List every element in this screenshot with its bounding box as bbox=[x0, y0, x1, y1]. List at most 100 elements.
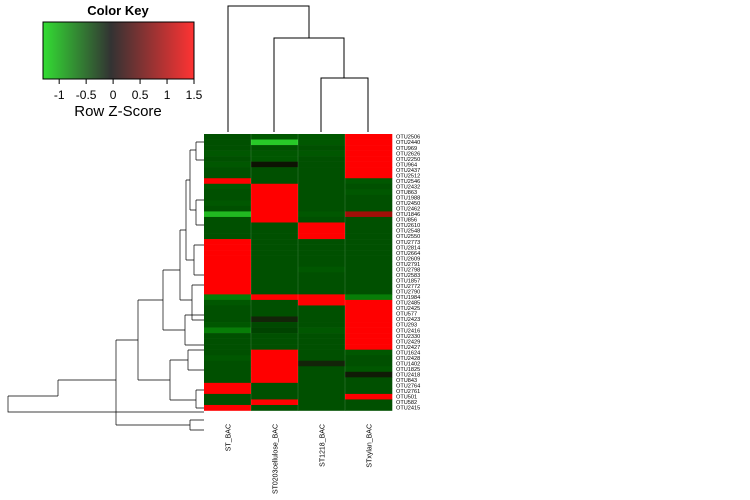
heatmap-cell bbox=[251, 327, 299, 334]
row-label: OTU2773 bbox=[396, 240, 420, 246]
heatmap-cell bbox=[298, 255, 346, 262]
heatmap-cell bbox=[298, 167, 346, 174]
row-label: OTU2791 bbox=[396, 262, 420, 268]
heatmap-cell bbox=[251, 393, 299, 400]
heatmap-cell bbox=[204, 244, 252, 251]
color-key-tick-label: -1 bbox=[54, 88, 65, 102]
heatmap-cell bbox=[345, 178, 393, 185]
heatmap-cell bbox=[251, 250, 299, 256]
heatmap-cell bbox=[251, 205, 299, 212]
color-key-ticks: -1 -0.5 0 0.5 1 1.5 bbox=[54, 79, 203, 102]
row-label: OTU2418 bbox=[396, 372, 420, 378]
heatmap-cell bbox=[251, 355, 299, 362]
heatmap-cell bbox=[204, 333, 252, 339]
row-label: OTU2437 bbox=[396, 168, 420, 174]
heatmap-cell bbox=[345, 161, 393, 168]
heatmap-cell bbox=[251, 388, 299, 395]
heatmap-cell bbox=[298, 222, 346, 229]
heatmap-cell bbox=[251, 310, 299, 317]
row-label: OTU2583 bbox=[396, 273, 420, 279]
heatmap-cell bbox=[345, 211, 393, 218]
heatmap-cell bbox=[251, 183, 299, 190]
heatmap-cell bbox=[345, 338, 393, 345]
heatmap-cell bbox=[204, 228, 252, 234]
row-label: OTU2485 bbox=[396, 301, 420, 307]
heatmap-cell bbox=[204, 178, 252, 185]
heatmap-cell bbox=[298, 156, 346, 162]
heatmap-cell bbox=[345, 239, 393, 245]
heatmap-cell bbox=[298, 355, 346, 362]
heatmap-cell bbox=[204, 189, 252, 196]
heatmap-cell bbox=[204, 183, 252, 190]
heatmap-cell bbox=[298, 344, 346, 350]
row-label: OTU2550 bbox=[396, 234, 420, 240]
heatmap-cell bbox=[345, 288, 393, 295]
heatmap-cell bbox=[298, 338, 346, 345]
heatmap-cell bbox=[345, 371, 393, 378]
row-label: OTU2610 bbox=[396, 223, 420, 229]
heatmap-cell bbox=[298, 316, 346, 323]
color-key-tick-label: 1 bbox=[164, 88, 171, 102]
heatmap-cell bbox=[251, 360, 299, 367]
heatmap-cell bbox=[204, 161, 252, 168]
heatmap-cell bbox=[298, 261, 346, 268]
row-label: OTU2546 bbox=[396, 179, 420, 185]
heatmap-cell bbox=[251, 316, 299, 323]
column-label: STxylan_BAC bbox=[367, 424, 374, 468]
heatmap-cell bbox=[251, 399, 299, 406]
heatmap-cell bbox=[204, 211, 252, 218]
heatmap-cell bbox=[204, 266, 252, 273]
heatmap-cell bbox=[345, 134, 393, 140]
heatmap-cell bbox=[345, 277, 393, 284]
row-label: OTU964 bbox=[396, 162, 417, 168]
heatmap-cell bbox=[345, 388, 393, 395]
heatmap-cell bbox=[345, 355, 393, 362]
row-label: OTU2548 bbox=[396, 229, 420, 235]
color-key-title: Color Key bbox=[87, 3, 149, 18]
heatmap-cell bbox=[204, 222, 252, 229]
heatmap-cell bbox=[251, 161, 299, 168]
heatmap-cell bbox=[251, 277, 299, 284]
heatmap-cell bbox=[204, 349, 252, 356]
heatmap-cell bbox=[204, 382, 252, 389]
row-label: OTU2416 bbox=[396, 328, 420, 334]
heatmap-cell bbox=[204, 272, 252, 279]
heatmap-cell bbox=[298, 366, 346, 373]
heatmap-cell bbox=[251, 366, 299, 373]
row-label: OTU2429 bbox=[396, 339, 420, 345]
heatmap-cell bbox=[204, 194, 252, 201]
heatmap-cell bbox=[345, 283, 393, 290]
color-key-tick-label: 0 bbox=[110, 88, 117, 102]
heatmap-cell bbox=[251, 272, 299, 279]
row-label: OTU2462 bbox=[396, 207, 420, 213]
row-label: OTU2664 bbox=[396, 251, 420, 257]
row-label: OTU1825 bbox=[396, 367, 420, 373]
heatmap-cell bbox=[204, 399, 252, 406]
heatmap-cell bbox=[298, 134, 346, 140]
heatmap-cell bbox=[251, 239, 299, 245]
heatmap-cell bbox=[204, 239, 252, 245]
heatmap-cell bbox=[204, 250, 252, 256]
heatmap-cell bbox=[345, 194, 393, 201]
heatmap-cell bbox=[298, 145, 346, 151]
heatmap-cell bbox=[251, 266, 299, 273]
row-labels: OTU2506OTU2440OTU969OTU2626OTU2250OTU964… bbox=[396, 135, 420, 412]
row-label: OTU2423 bbox=[396, 317, 420, 323]
heatmap-cell bbox=[345, 216, 393, 223]
heatmap-cell bbox=[298, 244, 346, 251]
row-label: OTU2427 bbox=[396, 345, 420, 351]
row-label: OTU2764 bbox=[396, 384, 420, 390]
row-label: OTU2440 bbox=[396, 140, 420, 146]
heatmap-cell bbox=[298, 360, 346, 367]
heatmap-cell bbox=[204, 327, 252, 334]
heatmap-cell bbox=[345, 172, 393, 179]
heatmap-cell bbox=[251, 178, 299, 185]
row-label: OTU2330 bbox=[396, 334, 420, 340]
heatmap-cell bbox=[251, 305, 299, 312]
heatmap-cell bbox=[204, 404, 252, 411]
heatmap-cell bbox=[251, 255, 299, 262]
heatmap-cell bbox=[204, 255, 252, 262]
heatmap-cell bbox=[298, 200, 346, 207]
row-label: OTU2761 bbox=[396, 389, 420, 395]
heatmap-cell bbox=[345, 255, 393, 262]
